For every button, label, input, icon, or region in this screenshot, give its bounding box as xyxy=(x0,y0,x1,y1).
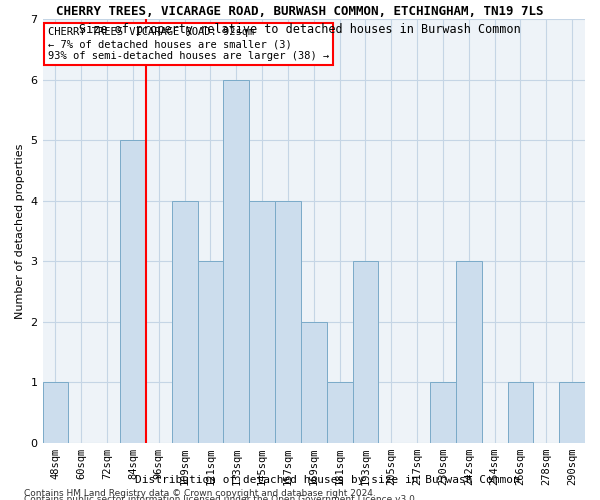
Bar xyxy=(508,382,533,442)
Bar xyxy=(120,140,146,442)
Bar xyxy=(456,261,482,442)
Y-axis label: Number of detached properties: Number of detached properties xyxy=(15,143,25,318)
Bar xyxy=(249,200,275,442)
Text: Distribution of detached houses by size in Burwash Common: Distribution of detached houses by size … xyxy=(134,475,520,485)
Bar xyxy=(353,261,379,442)
Text: CHERRY TREES VICARAGE ROAD: 92sqm
← 7% of detached houses are smaller (3)
93% of: CHERRY TREES VICARAGE ROAD: 92sqm ← 7% o… xyxy=(48,28,329,60)
Bar xyxy=(559,382,585,442)
Bar xyxy=(197,261,223,442)
Bar xyxy=(430,382,456,442)
Text: Size of property relative to detached houses in Burwash Common: Size of property relative to detached ho… xyxy=(79,22,521,36)
Bar xyxy=(172,200,197,442)
Bar xyxy=(326,382,353,442)
Bar xyxy=(301,322,326,442)
Bar xyxy=(275,200,301,442)
Bar xyxy=(223,80,249,442)
Text: Contains public sector information licensed under the Open Government Licence v3: Contains public sector information licen… xyxy=(24,495,418,500)
Bar xyxy=(43,382,68,442)
Text: CHERRY TREES, VICARAGE ROAD, BURWASH COMMON, ETCHINGHAM, TN19 7LS: CHERRY TREES, VICARAGE ROAD, BURWASH COM… xyxy=(56,5,544,18)
Text: Contains HM Land Registry data © Crown copyright and database right 2024.: Contains HM Land Registry data © Crown c… xyxy=(24,489,376,498)
